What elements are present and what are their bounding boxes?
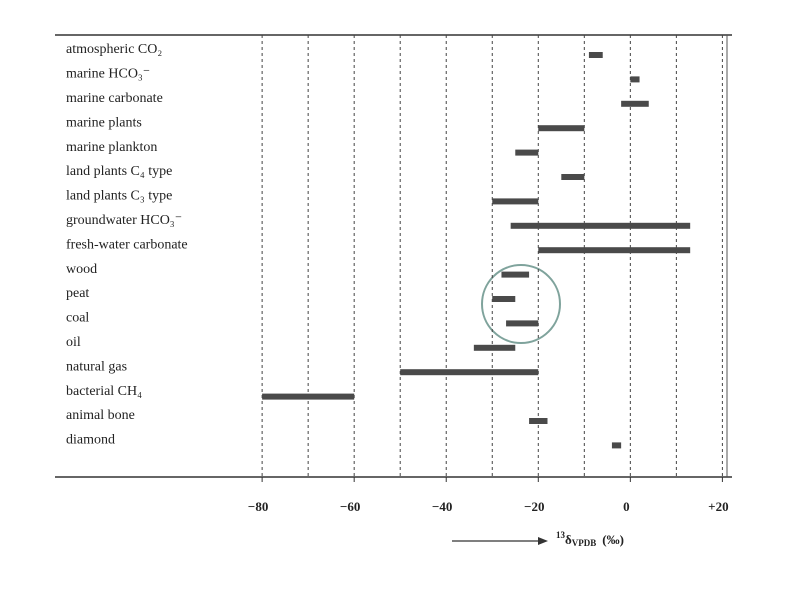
range-bar — [529, 418, 548, 424]
x-label-unit: (‰) — [602, 532, 624, 547]
range-bar — [501, 271, 530, 278]
category-label: land plants C₄ type — [66, 164, 172, 179]
category-label: peat — [66, 286, 89, 301]
highlight-circle — [481, 264, 561, 344]
category-label: oil — [66, 335, 81, 350]
range-bar — [510, 222, 691, 229]
range-bar — [561, 174, 585, 180]
range-bar — [400, 369, 539, 376]
category-label: wood — [66, 262, 97, 277]
range-bar — [611, 442, 622, 449]
x-tick-label: −40 — [432, 499, 452, 514]
x-tick-label: −60 — [340, 499, 360, 514]
range-bar — [515, 149, 539, 156]
x-tick-label: 0 — [623, 499, 630, 514]
category-label: marine plankton — [66, 140, 157, 155]
category-label: fresh-water carbonate — [66, 237, 188, 252]
range-bar — [506, 320, 539, 327]
x-axis-label: 13δVPDB (‰) — [556, 530, 624, 548]
category-label: marine carbonate — [66, 91, 163, 106]
x-tick-label: −80 — [248, 499, 268, 514]
range-bar — [538, 125, 585, 132]
category-label: coal — [66, 311, 89, 326]
category-label: natural gas — [66, 359, 127, 374]
range-bar — [630, 76, 640, 83]
category-label: atmospheric CO₂ — [66, 42, 162, 57]
category-label: diamond — [66, 433, 115, 448]
x-label-sub: VPDB — [572, 538, 597, 548]
category-label: animal bone — [66, 408, 135, 423]
range-bar — [538, 247, 691, 254]
range-bar — [492, 296, 516, 302]
x-tick-label: −20 — [524, 499, 544, 514]
x-tick-label: +20 — [708, 499, 728, 514]
category-label: marine plants — [66, 115, 142, 130]
category-label: groundwater HCO₃⁻ — [66, 213, 182, 228]
x-label-sup: 13 — [556, 530, 566, 540]
range-bar — [588, 52, 603, 58]
category-label: marine HCO₃⁻ — [66, 67, 150, 82]
range-bar — [262, 393, 355, 400]
category-label: bacterial CH₄ — [66, 384, 142, 399]
range-bar — [492, 198, 539, 205]
range-bar — [473, 344, 516, 351]
category-label: land plants C₃ type — [66, 189, 172, 204]
axis-arrowhead — [538, 537, 548, 545]
x-label-main: δ — [565, 532, 572, 547]
range-bar — [621, 100, 649, 107]
